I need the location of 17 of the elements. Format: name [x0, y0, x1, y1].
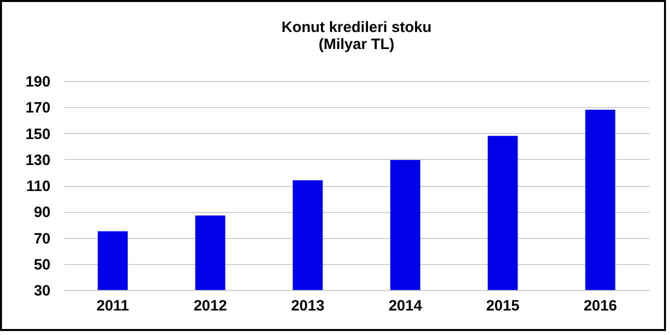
y-tick-label: 30	[34, 282, 50, 300]
chart-subtitle: (Milyar TL)	[318, 36, 394, 53]
y-tick-label: 190	[25, 74, 50, 90]
x-tick-label: 2015	[486, 298, 520, 314]
chart-title: Konut kredileri stoku	[281, 19, 432, 36]
y-tick-label: 90	[34, 204, 50, 222]
x-tick-label: 2013	[291, 298, 324, 314]
y-tick-label: 150	[25, 126, 50, 143]
x-tick-label: 2011	[96, 298, 130, 314]
y-tick-label: 130	[25, 152, 50, 169]
y-tick-label: 170	[25, 100, 50, 117]
y-tick-label: 70	[34, 230, 50, 248]
x-tick-label: 2014	[388, 298, 423, 314]
x-tick-label: 2012	[194, 298, 227, 314]
y-tick-label: 110	[26, 178, 50, 195]
x-tick-label: 2016	[584, 298, 617, 314]
y-tick-label: 50	[34, 256, 50, 274]
